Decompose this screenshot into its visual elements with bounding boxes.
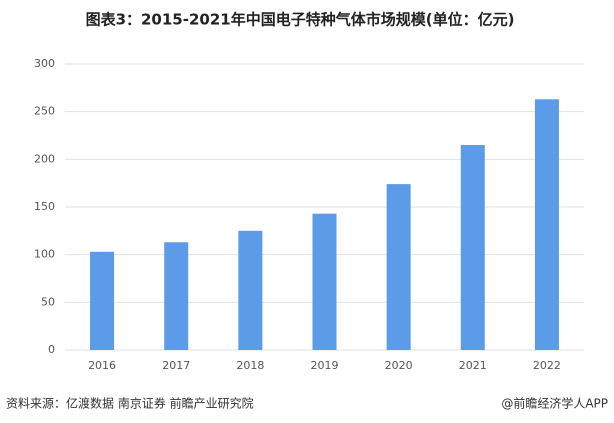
bar [386,184,411,350]
y-tick-label: 300 [34,57,55,70]
y-tick-label: 150 [34,200,55,213]
x-tick-label: 2021 [459,359,487,372]
y-tick-label: 200 [34,152,55,165]
x-tick-label: 2017 [162,359,190,372]
credit: @前瞻经济学人APP [501,396,608,411]
x-tick-label: 2019 [311,359,339,372]
y-tick-label: 250 [34,105,55,118]
source: 资料来源：亿渡数据 南京证券 前瞻产业研究院 [6,396,254,411]
y-tick-label: 0 [48,343,55,356]
x-tick-label: 2018 [236,359,264,372]
x-tick-label: 2020 [385,359,413,372]
y-tick-label: 50 [41,295,55,308]
x-tick-label: 2022 [533,359,561,372]
bar [90,251,115,350]
x-tick-label: 2016 [88,359,116,372]
bar [534,99,559,350]
bar [238,230,263,350]
bar [164,242,189,350]
y-tick-label: 100 [34,248,55,261]
bar [460,145,485,350]
bar [312,213,337,350]
chart-title: 图表3：2015-2021年中国电子特种气体市场规模(单位：亿元) [86,11,515,29]
